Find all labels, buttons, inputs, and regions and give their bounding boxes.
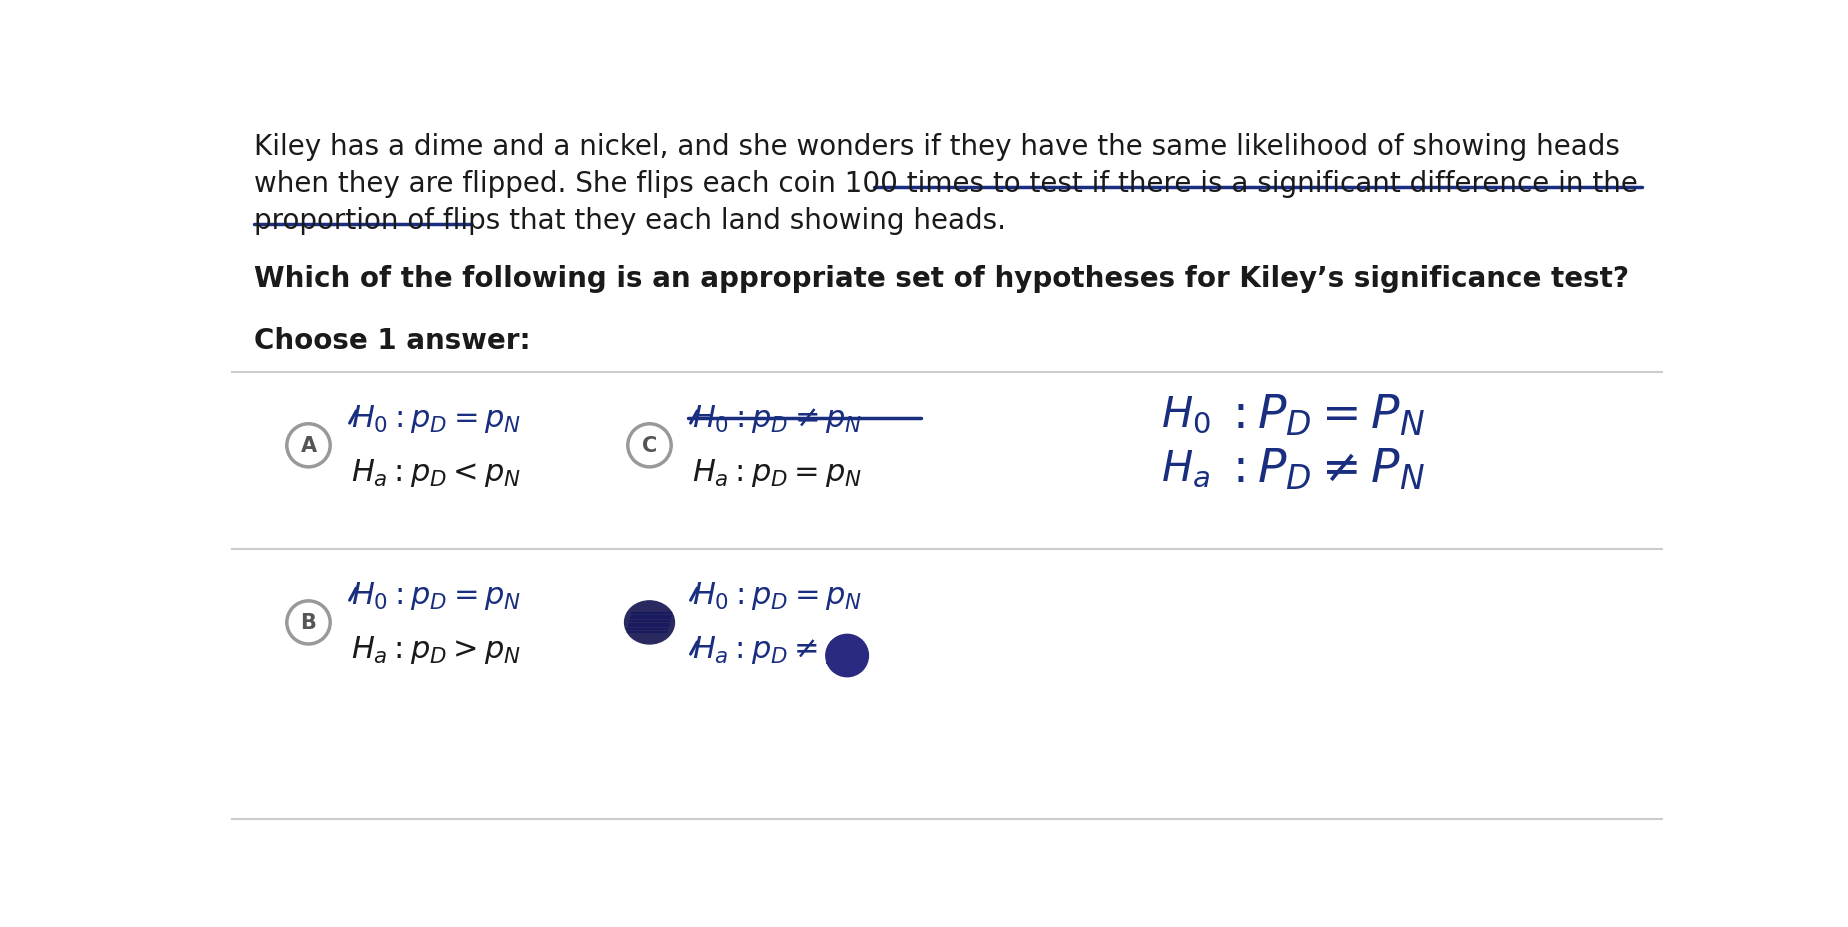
Text: $H_a$: $H_a$ <box>1161 448 1210 489</box>
Text: Choose 1 answer:: Choose 1 answer: <box>255 326 530 355</box>
Text: A: A <box>301 436 316 456</box>
Text: $H_a : p_D = p_N$: $H_a : p_D = p_N$ <box>693 457 861 489</box>
Text: $H_0$: $H_0$ <box>1161 394 1210 436</box>
Text: C: C <box>641 436 658 456</box>
Text: proportion of flips that they each land showing heads.: proportion of flips that they each land … <box>255 207 1007 235</box>
Text: Kiley has a dime and a nickel, and she wonders if they have the same likelihood : Kiley has a dime and a nickel, and she w… <box>255 133 1621 160</box>
Text: $H_a : p_D \neq p_N$: $H_a : p_D \neq p_N$ <box>693 634 861 666</box>
Text: B: B <box>301 613 316 633</box>
Text: $H_0 : p_D = p_N$: $H_0 : p_D = p_N$ <box>351 403 521 435</box>
Ellipse shape <box>826 635 869 677</box>
Text: $H_0 : p_D = p_N$: $H_0 : p_D = p_N$ <box>351 579 521 612</box>
Text: when they are flipped. She flips each coin 100 times to test if there is a signi: when they are flipped. She flips each co… <box>255 170 1637 197</box>
Text: $: P_D \neq P_N$: $: P_D \neq P_N$ <box>1223 446 1425 491</box>
Text: $H_0 : p_D = p_N$: $H_0 : p_D = p_N$ <box>693 579 863 612</box>
Text: $H_a : p_D < p_N$: $H_a : p_D < p_N$ <box>351 457 521 489</box>
Text: Which of the following is an appropriate set of hypotheses for Kiley’s significa: Which of the following is an appropriate… <box>255 265 1630 293</box>
Text: $H_0 : p_D \neq p_N$: $H_0 : p_D \neq p_N$ <box>693 403 863 435</box>
Text: $H_a : p_D > p_N$: $H_a : p_D > p_N$ <box>351 634 521 666</box>
Text: $: P_D = P_N$: $: P_D = P_N$ <box>1223 392 1425 438</box>
Ellipse shape <box>625 602 675 644</box>
